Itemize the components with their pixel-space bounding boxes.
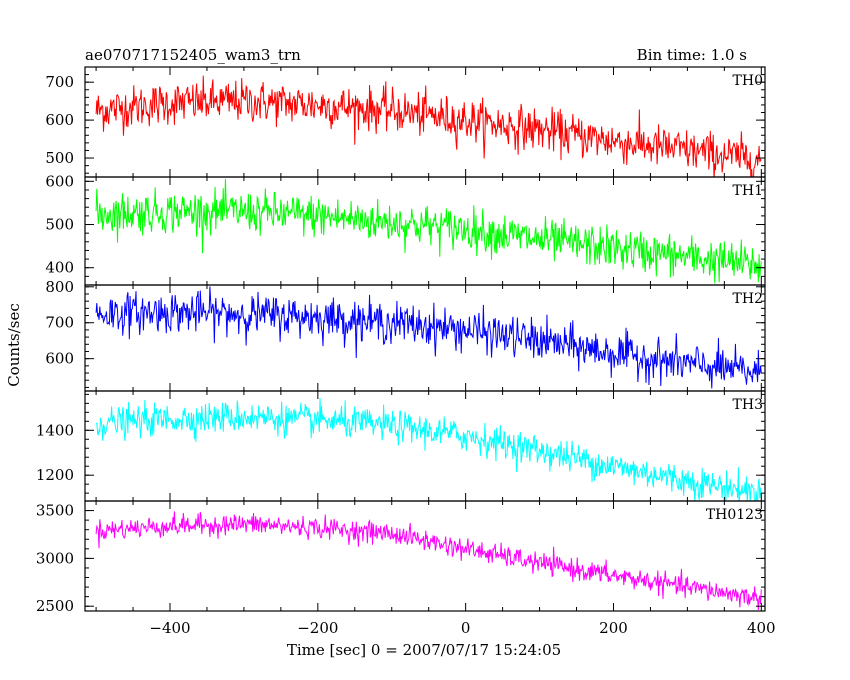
panel-th0123: 2500 3000 3500 TH0123 [36, 500, 766, 615]
figure-title: ae070717152405_wam3_trn [85, 46, 301, 64]
x-tick-label: −200 [297, 619, 338, 637]
x-axis-label: Time [sec] 0 = 2007/07/17 15:24:05 [287, 641, 561, 659]
panels: 500 600 700 TH0 400 500 600 TH1 600 700 800 TH2 1200… [36, 66, 776, 637]
y-tick-label: 700 [45, 314, 74, 332]
panel-frame [84, 284, 766, 392]
series-line-th3 [95, 397, 762, 501]
series-line-th1 [95, 178, 762, 284]
panel-th0: 500 600 700 TH0 [45, 66, 766, 178]
y-tick-label: 600 [45, 111, 74, 129]
panel-label: TH0123 [706, 507, 763, 523]
panel-frame [84, 66, 766, 178]
y-tick-label: 1200 [36, 466, 74, 484]
panel-label: TH2 [733, 291, 763, 307]
y-axis-label: Counts/sec [5, 303, 23, 387]
series-line-th2 [95, 286, 762, 389]
series-line-th0 [95, 75, 762, 177]
x-tick-label: 200 [599, 619, 628, 637]
y-tick-label: 1400 [36, 421, 74, 439]
panel-th2: 600 700 800 TH2 [45, 278, 766, 392]
y-tick-label: 500 [45, 149, 74, 167]
bin-time-label: Bin time: 1.0 s [637, 46, 747, 64]
y-tick-label: 700 [45, 73, 74, 91]
y-tick-label: 600 [45, 350, 74, 368]
y-tick-label: 400 [45, 259, 74, 277]
y-tick-label: 3000 [36, 549, 74, 567]
panel-frame [84, 176, 766, 286]
x-tick-label: −400 [149, 619, 190, 637]
y-tick-label: 2500 [36, 597, 74, 615]
series-line-th0123 [95, 511, 762, 611]
x-tick-label: 0 [461, 619, 471, 637]
y-tick-label: 600 [45, 172, 74, 190]
panel-frame [84, 500, 766, 612]
panel-th3: 1200 1400 TH3 [36, 390, 766, 502]
panel-label: TH1 [733, 183, 763, 199]
panel-th1: 400 500 600 TH1 [45, 172, 766, 286]
y-tick-label: 500 [45, 216, 74, 234]
y-tick-label: 800 [45, 278, 74, 296]
y-tick-label: 3500 [36, 502, 74, 520]
panel-label: TH3 [733, 397, 763, 413]
panel-label: TH0 [733, 73, 763, 89]
x-tick-label: 400 [747, 619, 776, 637]
